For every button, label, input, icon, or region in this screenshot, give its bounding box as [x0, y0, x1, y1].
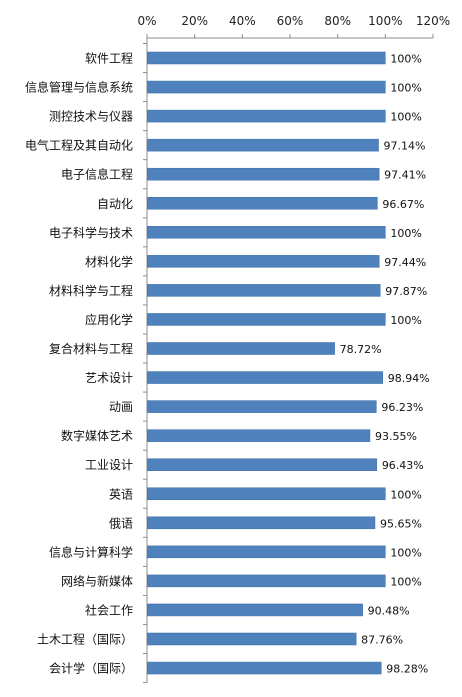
- x-tick-label: 40%: [229, 14, 256, 28]
- category-label: 俄语: [109, 516, 133, 530]
- bar: [147, 545, 386, 559]
- data-label: 100%: [390, 227, 421, 240]
- data-label: 100%: [390, 82, 421, 95]
- bar: [147, 574, 386, 588]
- data-label: 93.55%: [375, 430, 417, 443]
- category-label: 应用化学: [85, 312, 133, 327]
- data-label: 78.72%: [340, 343, 382, 356]
- bar: [147, 603, 363, 617]
- category-label: 数字媒体艺术: [61, 428, 133, 443]
- category-label: 自动化: [97, 197, 133, 211]
- x-tick-label: 0%: [137, 14, 156, 28]
- bar: [147, 51, 386, 65]
- bar: [147, 167, 380, 181]
- data-label: 97.41%: [384, 169, 426, 182]
- data-label: 100%: [390, 575, 421, 588]
- data-label: 100%: [390, 53, 421, 66]
- bar: [147, 516, 376, 530]
- data-label: 100%: [390, 546, 421, 559]
- bar: [147, 400, 377, 413]
- category-label: 艺术设计: [85, 371, 133, 385]
- bar: [147, 109, 386, 123]
- bar: [147, 342, 335, 355]
- category-label: 材料科学与工程: [49, 283, 133, 298]
- category-label: 土木工程（国际）: [37, 632, 133, 647]
- category-label: 动画: [109, 400, 133, 414]
- data-label: 97.14%: [384, 140, 426, 153]
- bar: [147, 255, 380, 268]
- x-tick-label: 80%: [324, 14, 351, 28]
- bar: [147, 226, 386, 239]
- data-label: 97.87%: [385, 285, 427, 298]
- bar: [147, 632, 357, 646]
- bar: [147, 138, 379, 152]
- bar: [147, 313, 386, 326]
- category-labels: 软件工程信息管理与信息系统测控技术与仪器电气工程及其自动化电子信息工程自动化电子…: [25, 51, 133, 676]
- bar: [147, 80, 386, 94]
- data-label: 100%: [390, 314, 421, 327]
- category-label: 电子信息工程: [61, 167, 133, 182]
- bar: [147, 661, 382, 675]
- data-label: 95.65%: [380, 517, 422, 530]
- category-label: 网络与新媒体: [61, 573, 133, 588]
- category-label: 社会工作: [85, 602, 133, 617]
- category-label: 复合材料与工程: [49, 341, 133, 356]
- bar: [147, 197, 378, 210]
- x-axis: 0% 20% 40% 60% 80% 100% 120%: [137, 14, 450, 39]
- category-label: 材料化学: [85, 254, 133, 269]
- data-label: 87.76%: [361, 634, 403, 647]
- bar: [147, 487, 386, 500]
- data-label: 96.23%: [381, 401, 423, 414]
- category-label: 英语: [109, 487, 133, 501]
- data-label: 96.67%: [382, 198, 424, 211]
- category-label: 信息与计算科学: [49, 544, 133, 559]
- data-label: 97.44%: [384, 256, 426, 269]
- category-label: 软件工程: [85, 51, 133, 66]
- bar: [147, 429, 371, 442]
- category-label: 测控技术与仪器: [49, 110, 133, 124]
- data-label: 98.94%: [388, 372, 430, 385]
- bar: [147, 458, 378, 471]
- data-label: 96.43%: [382, 459, 424, 472]
- category-label: 电子科学与技术: [49, 225, 133, 240]
- data-label: 100%: [390, 111, 421, 124]
- bar: [147, 371, 384, 384]
- x-tick-label: 120%: [416, 14, 450, 28]
- data-labels: 100% 100% 100% 97.14% 97.41% 96.67% 100% 97.44%…: [340, 53, 430, 676]
- x-tick-label: 20%: [181, 14, 208, 28]
- category-label: 会计学（国际）: [49, 661, 133, 676]
- y-axis: [143, 38, 148, 684]
- category-label: 信息管理与信息系统: [25, 80, 133, 95]
- category-label: 电气工程及其自动化: [25, 138, 133, 153]
- category-label: 工业设计: [85, 458, 133, 472]
- data-label: 90.48%: [368, 604, 410, 617]
- bars: [147, 51, 386, 675]
- data-label: 98.28%: [386, 663, 428, 676]
- x-tick-label: 60%: [277, 14, 304, 28]
- data-label: 100%: [390, 488, 421, 501]
- bar: [147, 284, 381, 297]
- x-tick-label: 100%: [368, 14, 402, 28]
